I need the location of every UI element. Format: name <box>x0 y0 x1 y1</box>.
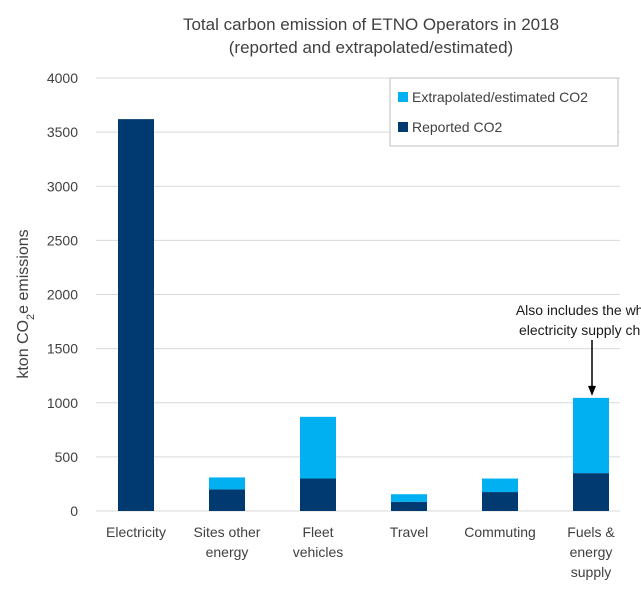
y-tick-label: 4000 <box>47 70 78 86</box>
legend: Extrapolated/estimated CO2 Reported CO2 <box>389 77 619 147</box>
x-axis-ticks: Electricity Sites other energy Fleet vehicle… <box>106 524 615 580</box>
x-tick-label: energy <box>206 544 249 560</box>
x-tick-label: Sites other <box>194 524 261 540</box>
y-tick-label: 1500 <box>47 341 78 357</box>
bar-segment <box>118 119 154 511</box>
x-tick-label: energy <box>570 544 613 560</box>
y-tick-label: 2000 <box>47 287 78 303</box>
bar-segment <box>300 416 336 479</box>
bars <box>118 119 609 511</box>
y-axis-label: kton CO2e emissions <box>15 229 37 378</box>
legend-swatch <box>398 122 408 132</box>
bar-segment <box>573 473 609 511</box>
legend-box <box>389 77 619 147</box>
x-tick-label: Travel <box>390 524 428 540</box>
legend-label: Extrapolated/estimated CO2 <box>412 89 588 105</box>
x-tick-label: Fleet <box>302 524 333 540</box>
y-axis-label-text: kton CO <box>15 320 32 379</box>
bar-segment <box>391 494 427 502</box>
legend-label: Reported CO2 <box>412 119 502 135</box>
bar-segment <box>482 478 518 493</box>
bar-segment <box>209 489 245 511</box>
x-tick-label: supply <box>571 564 611 580</box>
x-tick-label: Electricity <box>106 524 166 540</box>
x-tick-label: vehicles <box>293 544 344 560</box>
bar-segment <box>300 478 336 511</box>
chart-title: Total carbon emission of ETNO Operators … <box>183 15 559 57</box>
y-axis-label-subscript: 2 <box>25 314 37 320</box>
annotation-text: electricity supply chain <box>519 322 641 338</box>
annotation-text: Also includes the whole <box>516 302 641 318</box>
bar-segment <box>209 477 245 490</box>
x-tick-label: Commuting <box>464 524 536 540</box>
y-tick-label: 0 <box>70 503 78 519</box>
chart-title-line: Total carbon emission of ETNO Operators … <box>183 15 559 34</box>
bar-segment <box>391 501 427 511</box>
x-tick-label: Fuels & <box>567 524 615 540</box>
legend-swatch <box>398 92 408 102</box>
y-tick-label: 3500 <box>47 124 78 140</box>
chart-title-line: (reported and extrapolated/estimated) <box>229 38 513 57</box>
y-tick-label: 3000 <box>47 178 78 194</box>
y-tick-label: 500 <box>55 449 79 465</box>
bar-segment <box>482 492 518 511</box>
y-axis-label-text: e emissions <box>15 229 32 313</box>
annotation: Also includes the whole electricity suppl… <box>516 302 641 396</box>
y-tick-label: 2500 <box>47 232 78 248</box>
gridlines <box>96 77 620 512</box>
y-axis-ticks: 0 500 1000 1500 2000 2500 3000 3500 4000 <box>47 70 78 519</box>
bar-segment <box>573 397 609 474</box>
y-tick-label: 1000 <box>47 395 78 411</box>
annotation-arrow-head <box>588 385 596 396</box>
